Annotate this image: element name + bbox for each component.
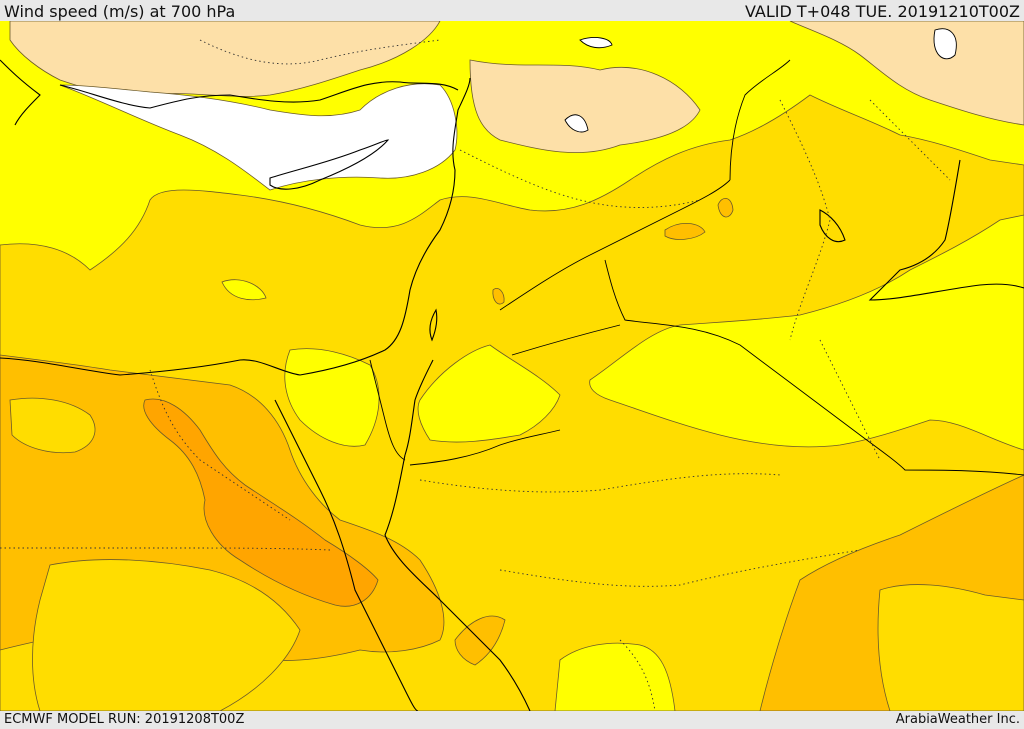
- field-yellow-pocket-jordan: [417, 344, 561, 443]
- dotted-syria-internal: [459, 149, 701, 208]
- field-gold-island-southwest: [32, 559, 301, 711]
- dotted-iraq-internal: [779, 99, 831, 341]
- political-borders: [369, 59, 1024, 476]
- field-yellow-blob-libya: [221, 279, 267, 301]
- coast-turkey: [59, 81, 459, 109]
- credit-label: ArabiaWeather Inc.: [895, 712, 1020, 727]
- lake-van: [933, 28, 957, 60]
- map-area: [0, 21, 1024, 711]
- border-iraq-syria: [729, 59, 791, 181]
- header-bar: Wind speed (m/s) at 700 hPa VALID T+048 …: [0, 0, 1024, 21]
- field-yellow-pocket-south: [554, 642, 676, 711]
- field-amber-small-blob-2: [717, 198, 734, 218]
- border-jordan-iraq: [499, 179, 731, 311]
- model-run-label: ECMWF MODEL RUN: 20191208T00Z: [4, 712, 245, 727]
- dotted-iran-internal: [869, 99, 951, 181]
- border-jordan-saudi: [511, 324, 621, 356]
- field-amber-small-blob-3: [492, 287, 505, 305]
- border-saudi-jordan-south: [409, 429, 561, 466]
- lake-tuz: [564, 114, 589, 133]
- border-saudi-iraq: [604, 259, 1024, 476]
- field-gold-island-southeast: [877, 584, 1024, 711]
- dotted-saudi-east: [819, 339, 881, 461]
- coast-red-sea-east: [384, 454, 531, 711]
- dotted-boundaries: [0, 39, 951, 711]
- coast-red-sea-west: [274, 399, 419, 711]
- dotted-saudi-central: [499, 549, 861, 587]
- field-orange-core: [143, 398, 379, 607]
- coast-aegean: [0, 59, 41, 126]
- border-egypt-libya: [369, 359, 406, 461]
- coast-gulf-aqaba: [404, 359, 434, 456]
- coast-dead-sea: [429, 308, 438, 342]
- map-title: Wind speed (m/s) at 700 hPa: [4, 2, 236, 21]
- coast-north-africa: [0, 77, 471, 376]
- wind-speed-map: [0, 21, 1024, 711]
- field-light-tan-northeast: [469, 59, 701, 153]
- field-amber-small-blob: [664, 223, 706, 240]
- coast-persian-gulf: [868, 159, 1024, 301]
- footer-bar: ECMWF MODEL RUN: 20191208T00Z ArabiaWeat…: [0, 711, 1024, 729]
- field-yellow-band-iraq: [589, 214, 1024, 451]
- field-light-tan-far-northeast: [789, 21, 1024, 126]
- valid-time: VALID T+048 TUE. 20191210T00Z: [744, 2, 1020, 21]
- dotted-saudi-north: [419, 473, 781, 493]
- lake-northeast-small: [579, 37, 613, 49]
- coast-cyprus: [269, 139, 390, 190]
- dotted-egypt-internal: [149, 369, 291, 521]
- coastlines: [0, 59, 1024, 711]
- field-gold-island-west: [9, 397, 96, 454]
